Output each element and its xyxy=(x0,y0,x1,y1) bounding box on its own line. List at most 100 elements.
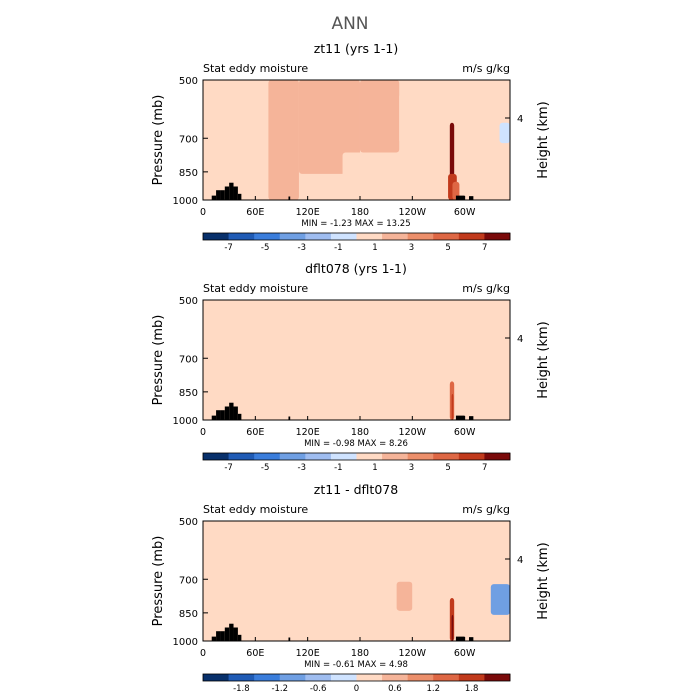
panel-3-contour-region-7 xyxy=(464,521,491,641)
panel-2-terrain-1 xyxy=(211,415,217,420)
panel-3-y2label: Height (km) xyxy=(536,542,551,619)
panel-2-plot-frame xyxy=(202,299,511,421)
panel-2-title: dflt078 (yrs 1-1) xyxy=(305,261,407,276)
panel-1-colorbar-bin-9 xyxy=(407,233,434,240)
panel-2-ytick-1000: 1000 xyxy=(173,416,198,427)
panel-2-xtick-4: 180 xyxy=(351,427,369,438)
panel-3-colorbar-bin-2 xyxy=(228,674,255,681)
panel-1-contour-region-13 xyxy=(452,181,460,200)
panel-2-terrain-10 xyxy=(469,416,474,420)
panel-1-ylabel: Pressure (mb) xyxy=(151,95,166,186)
panel-3-colorbar-bin-11 xyxy=(458,674,485,681)
panel-1-colorbar-bin-3 xyxy=(254,233,281,240)
panel-3-terrain-7 xyxy=(237,634,242,641)
panel-3-colorbar-bin-6 xyxy=(330,674,357,681)
panel-2-colorbar-bin-4 xyxy=(279,453,306,460)
panel-3-colorbar-bin-12 xyxy=(484,674,511,681)
panel-2-xtick-3: 120E xyxy=(296,427,320,438)
panel-1-y2tick-4: 4 xyxy=(517,114,523,125)
panel-1-colorbar-frame xyxy=(202,232,511,241)
panel-1-ytick-850: 850 xyxy=(179,168,198,179)
panel-3-contour-region-2 xyxy=(237,521,273,641)
panel-2-field-label: Stat eddy moisture xyxy=(203,282,308,295)
panel-2-ytick-500: 500 xyxy=(179,296,198,307)
panel-3-terrain-5 xyxy=(229,623,234,641)
panel-1-xtick-4: 180 xyxy=(351,207,369,218)
panel-2-xtick-6: 60W xyxy=(454,427,476,438)
panel-3-units-label: m/s g/kg xyxy=(462,503,510,516)
panel-1-colorbar-tick-2: -5 xyxy=(261,243,269,253)
panel-1-terrain-7 xyxy=(237,193,242,200)
panel-1-colorbar-bin-11 xyxy=(458,233,485,240)
panel-2-colorbar-tick-7: 5 xyxy=(445,463,450,473)
panel-1-xtick-2: 60E xyxy=(246,207,264,218)
panel-3-stats-text: MIN = -0.61 MAX = 4.98 xyxy=(304,660,408,670)
panel-1-colorbar-bin-8 xyxy=(382,233,409,240)
panel-1-contour-region-9 xyxy=(460,80,504,193)
panel-3-colorbar-bin-9 xyxy=(407,674,434,681)
panel-3-terrain-2 xyxy=(216,631,221,641)
panel-3-contour-region-10 xyxy=(451,614,454,641)
panel-3-title: zt11 - dflt078 xyxy=(314,482,398,497)
panel-2-colorbar-tick-8: 7 xyxy=(482,463,487,473)
panel-1-colorbar-tick-3: -3 xyxy=(298,243,306,253)
panel-2-terrain-6 xyxy=(233,406,238,420)
panel-2-terrain-2 xyxy=(216,410,221,420)
chart-panel-3: zt11 - dflt078 Stat eddy moisture m/s g/kg… xyxy=(151,482,551,694)
panel-2-colorbar-tick-3: -3 xyxy=(298,463,306,473)
panel-2-colorbar-bin-8 xyxy=(382,453,409,460)
panel-1-contour-region-10 xyxy=(499,122,510,144)
panel-1-ytick-1000: 1000 xyxy=(173,196,198,207)
panel-1-xtick-6: 60W xyxy=(454,207,476,218)
panel-3-terrain-10 xyxy=(469,637,474,641)
panel-2-terrain-8 xyxy=(288,416,291,420)
panel-1-contour-region-3 xyxy=(268,80,299,200)
panel-1-field-label: Stat eddy moisture xyxy=(203,62,308,75)
panel-2-colorbar-bin-12 xyxy=(484,453,511,460)
panel-1-terrain-4 xyxy=(224,186,230,200)
panel-1-terrain-1 xyxy=(211,195,217,200)
panel-3-colorbar-tick-3: -0.6 xyxy=(310,684,327,694)
panel-2-terrain-7 xyxy=(237,413,242,420)
panel-1-terrain-5 xyxy=(229,182,234,200)
panel-1-colorbar-bin-10 xyxy=(433,233,460,240)
panel-3-xtick-4: 180 xyxy=(351,648,369,659)
panel-2-colorbar-bin-6 xyxy=(330,453,357,460)
panel-1-colorbar-tick-4: -1 xyxy=(334,243,342,253)
panel-3-field-label: Stat eddy moisture xyxy=(203,503,308,516)
panel-2-colorbar-frame xyxy=(202,452,511,461)
panel-3-colorbar-bin-3 xyxy=(254,674,281,681)
panel-3-contour-region-5 xyxy=(396,581,413,611)
main-title: ANN xyxy=(331,14,368,34)
panel-1-colorbar-tick-8: 7 xyxy=(482,243,487,253)
panel-3-colorbar-tick-7: 1.8 xyxy=(465,684,479,694)
panel-1-colorbar-bin-2 xyxy=(228,233,255,240)
panel-3-y2tick-4: 4 xyxy=(517,555,523,566)
panel-3-terrain-4 xyxy=(224,627,230,641)
panel-2-terrain-4 xyxy=(224,406,230,420)
panel-3-terrain-6 xyxy=(233,627,238,641)
panel-2-colorbar-tick-6: 3 xyxy=(409,463,414,473)
panel-3-xtick-6: 60W xyxy=(454,648,476,659)
panel-1-terrain-10 xyxy=(469,196,474,200)
panel-2-terrain-5 xyxy=(229,402,234,420)
panel-3-contour-region-3 xyxy=(272,588,334,623)
panel-2-colorbar-bin-10 xyxy=(433,453,460,460)
panel-1-colorbar-bin-12 xyxy=(484,233,511,240)
panel-3-colorbar-bin-4 xyxy=(279,674,306,681)
panel-1-contour-region-6 xyxy=(342,152,404,192)
panel-3-terrain-3 xyxy=(220,631,225,641)
panel-2-contour-region-5 xyxy=(355,306,404,413)
panel-2-y2label: Height (km) xyxy=(536,321,551,398)
panel-2-contour-region-3 xyxy=(237,306,273,420)
panel-1-contour-region-4 xyxy=(298,80,360,174)
panel-3-contour-region-8 xyxy=(490,584,510,615)
panel-3-colorbar-bin-1 xyxy=(203,674,229,681)
panel-3-terrain-1 xyxy=(211,636,217,641)
panel-2-units-label: m/s g/kg xyxy=(462,282,510,295)
panel-1-colorbar-tick-6: 3 xyxy=(409,243,414,253)
panel-1-terrain-6 xyxy=(233,186,238,200)
panel-2-contour-region-7 xyxy=(477,300,504,420)
panel-3-colorbar-tick-1: -1.8 xyxy=(233,684,250,694)
